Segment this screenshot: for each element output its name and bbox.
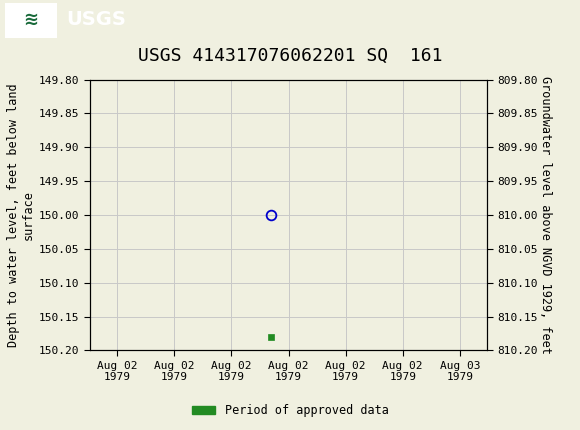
- Text: USGS 414317076062201 SQ  161: USGS 414317076062201 SQ 161: [138, 46, 442, 64]
- Text: USGS: USGS: [67, 10, 126, 29]
- Y-axis label: Groundwater level above NGVD 1929, feet: Groundwater level above NGVD 1929, feet: [539, 76, 552, 354]
- Text: ≋: ≋: [23, 11, 38, 29]
- FancyBboxPatch shape: [5, 3, 57, 37]
- Legend: Period of approved data: Period of approved data: [187, 399, 393, 422]
- Y-axis label: Depth to water level, feet below land
surface: Depth to water level, feet below land su…: [7, 83, 35, 347]
